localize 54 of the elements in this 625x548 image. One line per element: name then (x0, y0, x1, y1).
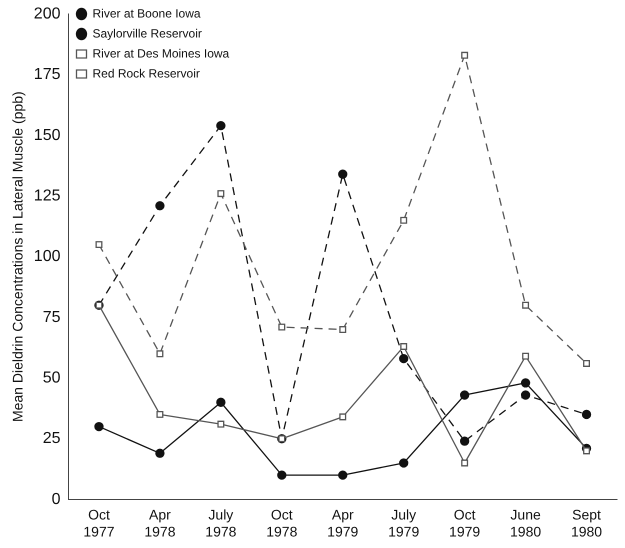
point (522, 352, 530, 360)
x-tick-label: June 1980 (510, 506, 542, 540)
point (216, 398, 226, 407)
point (400, 343, 408, 350)
point (156, 350, 164, 358)
y-axis-title: Mean Dieldrin Concentrations in Lateral Muscle (ppb) (9, 91, 26, 422)
point (217, 190, 224, 198)
point (339, 326, 346, 333)
point (583, 360, 590, 367)
point (338, 170, 348, 179)
y-tick-label: 0 (52, 490, 61, 508)
x-tick-label: July 1978 (205, 506, 237, 540)
point (156, 410, 164, 418)
point (461, 460, 468, 466)
point (399, 354, 408, 364)
point (461, 52, 468, 59)
point (522, 302, 530, 309)
x-tick-label: July 1979 (388, 506, 420, 540)
legend-label: Saylorville Reservoir (92, 26, 202, 40)
y-tick-label: 125 (34, 187, 61, 204)
y-tick-label: 200 (34, 5, 61, 22)
point (217, 420, 224, 428)
y-tick-label: 100 (34, 248, 61, 266)
point (582, 410, 592, 420)
legend-label: River at Boone Iowa (92, 6, 201, 20)
point (460, 436, 470, 446)
legend-label: River at Des Moines Iowa (92, 46, 230, 60)
y-tick-label: 150 (34, 126, 61, 144)
x-tick-label: Oct 1979 (449, 506, 480, 540)
point (399, 458, 408, 468)
y-tick-label: 50 (42, 369, 61, 386)
x-tick-label: Sept 1980 (570, 506, 602, 540)
point (155, 201, 165, 210)
x-tick-label: Apr 1979 (327, 506, 359, 540)
x-tick-label: Oct 1977 (83, 506, 115, 540)
y-tick-label: 175 (34, 66, 61, 84)
x-tick-label: Oct 1978 (266, 506, 298, 540)
point (338, 470, 348, 480)
point (277, 470, 286, 480)
point (95, 241, 102, 248)
point (520, 378, 530, 388)
point (400, 216, 408, 224)
y-tick-label: 75 (42, 308, 61, 326)
point (339, 413, 346, 420)
point (278, 324, 286, 331)
point (460, 390, 470, 400)
point (583, 447, 590, 454)
x-tick-label: Apr 1978 (144, 506, 176, 540)
point (94, 422, 104, 432)
point (155, 448, 165, 458)
point (216, 120, 226, 130)
y-tick-label: 25 (42, 430, 61, 448)
point (520, 390, 530, 400)
legend-label: Red Rock Reservoir (92, 66, 200, 80)
